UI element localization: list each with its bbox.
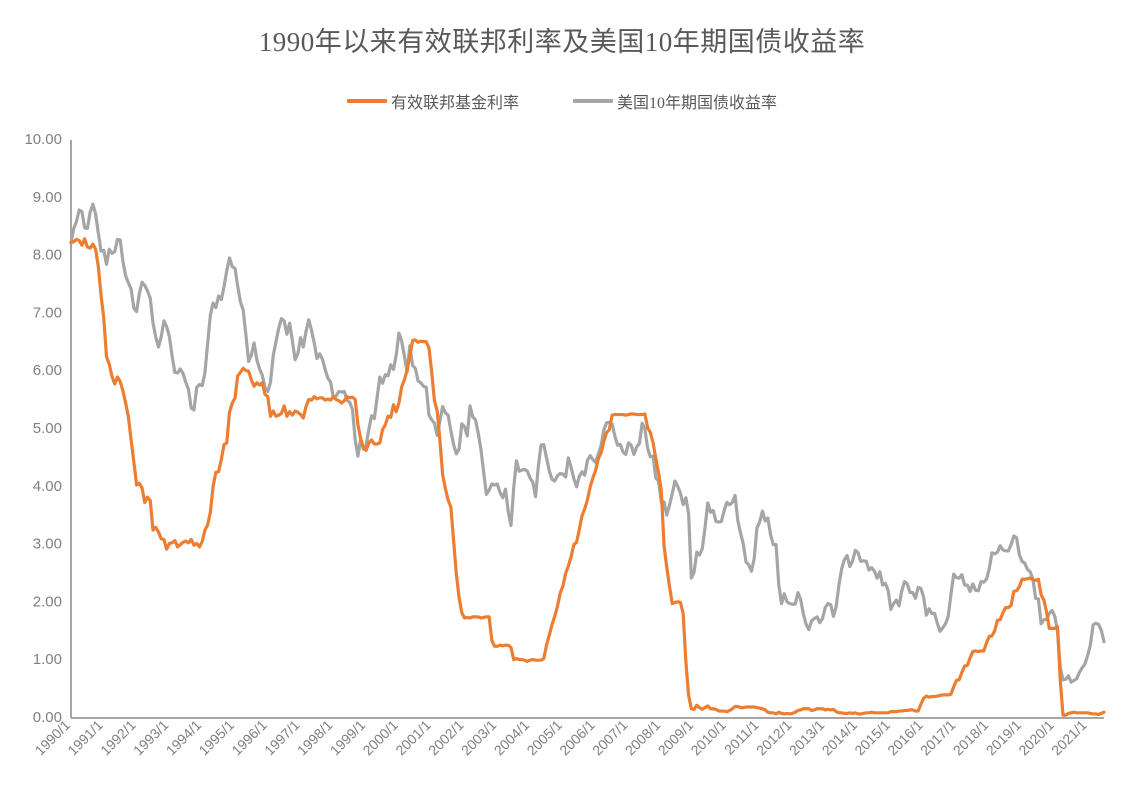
x-tick-label: 2008/1	[622, 717, 664, 759]
y-tick-label: 8.00	[33, 247, 62, 264]
x-tick-label: 2004/1	[491, 717, 533, 759]
x-tick-label: 1993/1	[130, 717, 172, 759]
x-tick-label: 2003/1	[458, 717, 500, 759]
legend-swatch-fed-funds	[346, 99, 387, 103]
x-tick-label: 1994/1	[163, 717, 205, 759]
x-tick-label: 1991/1	[64, 717, 106, 759]
x-tick-label: 2005/1	[523, 717, 565, 759]
series-line-treasury-10y	[69, 202, 1106, 684]
x-tick-label: 2021/1	[1048, 717, 1090, 759]
y-tick-label: 3.00	[33, 536, 62, 553]
x-tick-label: 2013/1	[786, 717, 828, 759]
x-tick-label: 1998/1	[294, 717, 336, 759]
x-tick-label: 2002/1	[425, 717, 467, 759]
x-tick-label: 2012/1	[753, 717, 795, 759]
x-tick-label: 2018/1	[950, 717, 992, 759]
x-tick-label: 2007/1	[589, 717, 631, 759]
chart-legend: 有效联邦基金利率 美国10年期国债收益率	[0, 89, 1124, 113]
y-tick-label: 10.00	[24, 131, 62, 148]
x-tick-label: 2009/1	[655, 717, 697, 759]
x-tick-label: 2006/1	[556, 717, 598, 759]
x-tick-label: 2000/1	[359, 717, 401, 759]
x-tick-label: 2014/1	[819, 717, 861, 759]
x-tick-label: 2011/1	[721, 717, 762, 758]
chart-title: 1990年以来有效联邦利率及美国10年期国债收益率	[258, 27, 866, 57]
x-tick-label: 2001/1	[392, 717, 434, 759]
series-line-fed-funds	[69, 237, 1106, 717]
y-tick-label: 4.00	[33, 478, 62, 495]
x-tick-label: 2017/1	[917, 717, 959, 759]
x-tick-label: 1995/1	[195, 717, 237, 759]
legend-label-fed-funds: 有效联邦基金利率	[390, 95, 519, 112]
y-tick-label: 1.00	[33, 651, 62, 668]
y-tick-label: 6.00	[33, 362, 62, 379]
legend-item-treasury-10y[interactable]: 美国10年期国债收益率	[573, 89, 777, 113]
x-tick-label: 1996/1	[228, 717, 270, 759]
y-tick-label: 0.00	[33, 709, 62, 726]
y-tick-label: 5.00	[33, 420, 62, 437]
y-tick-label: 2.00	[33, 593, 62, 610]
legend-item-fed-funds[interactable]: 有效联邦基金利率	[346, 89, 519, 113]
x-tick-label: 2015/1	[851, 717, 893, 759]
x-tick-label: 2020/1	[1015, 717, 1057, 759]
x-tick-label: 1999/1	[327, 717, 369, 759]
x-tick-label: 1997/1	[261, 717, 303, 759]
x-tick-label: 1992/1	[97, 717, 139, 759]
x-tick-label: 2010/1	[687, 717, 729, 759]
x-tick-label: 2019/1	[983, 717, 1025, 759]
legend-label-treasury-10y: 美国10年期国债收益率	[617, 95, 778, 112]
y-tick-label: 7.00	[33, 304, 62, 321]
y-axis-tick-labels: 0.00 1.00 2.00 3.00 4.00 5.00 6.00 7.00 8.00 9.00…	[24, 131, 62, 726]
y-tick-label: 9.00	[33, 189, 62, 206]
legend-swatch-treasury-10y	[573, 99, 613, 103]
x-axis-tick-labels: 1990/11991/11992/11993/11994/11995/11996…	[32, 717, 1090, 759]
x-tick-label: 2016/1	[884, 717, 926, 759]
